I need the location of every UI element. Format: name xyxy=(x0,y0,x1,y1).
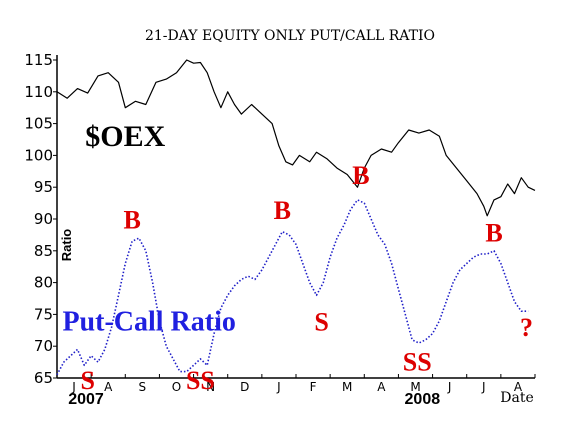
x-tick-label: J xyxy=(71,380,76,394)
oex-series-line xyxy=(56,59,536,217)
x-tick-label: J xyxy=(481,380,486,394)
year-label: 2008 xyxy=(405,391,441,408)
series-label: Put-Call Ratio xyxy=(62,306,235,337)
x-tick-label: M xyxy=(410,380,420,394)
x-tick-label: A xyxy=(377,380,386,394)
y-axis-label: Ratio xyxy=(59,229,74,262)
x-tick-label: S xyxy=(139,380,147,394)
y-tick-label: 70 xyxy=(34,337,53,355)
y-tick-label: 95 xyxy=(34,178,53,196)
x-tick-label: N xyxy=(206,380,215,394)
x-tick-label: F xyxy=(310,380,317,394)
y-tick-label: 105 xyxy=(24,115,53,133)
pending-signal-label: ? xyxy=(520,313,533,342)
series-label: $OEX xyxy=(85,120,165,153)
y-tick-label: 110 xyxy=(24,83,53,101)
sell-signal-label: S xyxy=(314,307,328,336)
put-call-series-line xyxy=(56,199,529,376)
x-tick-label: O xyxy=(172,380,181,394)
x-tick-label: J xyxy=(447,380,452,394)
sell-signal-label: SS xyxy=(186,366,215,395)
sell-signal-label: SS xyxy=(403,347,432,376)
buy-signal-label: B xyxy=(485,218,502,247)
chart-title: 21-DAY EQUITY ONLY PUT/CALL RATIO xyxy=(145,28,435,44)
buy-signal-label: B xyxy=(123,206,140,235)
sell-signal-label: S xyxy=(80,366,94,395)
x-axis-label: Date xyxy=(500,390,533,406)
year-label: 2007 xyxy=(68,391,104,408)
buy-signal-label: B xyxy=(352,161,369,190)
y-tick-label: 65 xyxy=(34,369,53,387)
y-tick-label: 80 xyxy=(34,274,53,292)
x-tick-label: M xyxy=(342,380,352,394)
x-tick-label: A xyxy=(104,380,113,394)
y-tick-label: 85 xyxy=(34,242,53,260)
y-tick-label: 115 xyxy=(24,51,53,69)
y-tick-label: 75 xyxy=(34,305,53,323)
x-tick-label: D xyxy=(240,380,249,394)
buy-signal-label: B xyxy=(274,196,291,225)
series xyxy=(56,59,536,376)
y-tick-label: 100 xyxy=(24,146,53,164)
x-tick-label: J xyxy=(276,380,281,394)
x-tick-label: A xyxy=(514,380,523,394)
y-tick-label: 90 xyxy=(34,210,53,228)
